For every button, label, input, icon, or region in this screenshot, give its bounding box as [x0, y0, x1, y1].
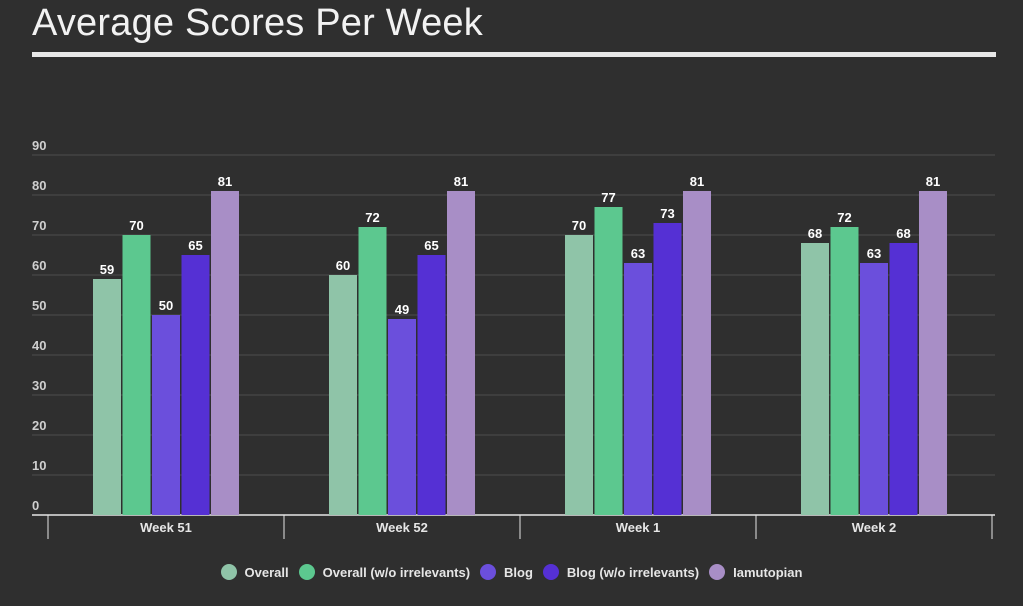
bar [388, 319, 416, 515]
legend-swatch [542, 564, 559, 580]
data-label: 81 [454, 174, 468, 189]
data-label: 63 [867, 246, 881, 261]
y-tick-label: 80 [32, 178, 46, 193]
data-label: 81 [690, 174, 704, 189]
legend-item: Iamutopian [709, 564, 802, 580]
legend-item: Blog [480, 564, 533, 580]
y-tick-label: 30 [32, 378, 46, 393]
bar [358, 227, 387, 515]
data-label: 50 [159, 298, 173, 313]
bar-chart: 0 10 20 30 40 50 60 70 80 90 59 70 50 65 81 Week 51 60 72… [32, 138, 995, 539]
x-tick-label: Week 51 [140, 520, 192, 535]
bar [624, 263, 652, 515]
bar [683, 191, 711, 515]
y-tick-label: 40 [32, 338, 46, 353]
legend-label: Blog (w/o irrelevants) [566, 564, 700, 580]
legend-label: Overall (w/o irrelevants) [322, 564, 471, 580]
data-label: 49 [395, 302, 409, 317]
legend-swatch [298, 564, 315, 580]
bar [919, 191, 947, 515]
x-tick-label: Week 2 [852, 520, 897, 535]
legend-label: Blog [504, 564, 533, 580]
data-label: 72 [365, 210, 379, 225]
data-label: 60 [336, 258, 350, 273]
y-tick-label: 10 [32, 458, 46, 473]
bar [211, 191, 239, 515]
data-label: 59 [100, 262, 114, 277]
bar [152, 315, 180, 515]
legend-swatch [709, 564, 726, 580]
data-label: 73 [660, 206, 674, 221]
bar [801, 243, 829, 515]
y-tick-label: 20 [32, 418, 46, 433]
y-tick-label: 90 [32, 138, 46, 153]
bar [93, 279, 121, 515]
data-label: 65 [188, 238, 202, 253]
bar [417, 255, 446, 515]
legend-item: Blog (w/o irrelevants) [542, 564, 700, 580]
title-divider [32, 52, 996, 57]
bar [329, 275, 357, 515]
chart-legend: Overall Overall (w/o irrelevants) Blog Blog… [0, 564, 1023, 580]
bar [122, 235, 151, 515]
y-tick-label: 70 [32, 218, 46, 233]
bar [860, 263, 888, 515]
data-label: 70 [129, 218, 143, 233]
bar [181, 255, 210, 515]
bar [653, 223, 682, 515]
legend-swatch [220, 564, 237, 580]
data-label: 72 [837, 210, 851, 225]
data-label: 65 [424, 238, 438, 253]
y-tick-label: 0 [32, 498, 39, 513]
x-tick-label: Week 1 [616, 520, 661, 535]
legend-item: Overall (w/o irrelevants) [298, 564, 471, 580]
y-tick-label: 50 [32, 298, 46, 313]
legend-swatch [480, 564, 497, 580]
data-label: 70 [572, 218, 586, 233]
bar [889, 243, 918, 515]
legend-label: Overall [244, 564, 289, 580]
bar [830, 227, 859, 515]
page-title: Average Scores Per Week [32, 2, 483, 44]
data-label: 81 [926, 174, 940, 189]
data-label: 77 [601, 190, 615, 205]
y-tick-label: 60 [32, 258, 46, 273]
data-label: 68 [808, 226, 822, 241]
legend-label: Iamutopian [733, 564, 803, 580]
bar [565, 235, 593, 515]
x-tick-label: Week 52 [376, 520, 428, 535]
legend-item: Overall [220, 564, 289, 580]
data-label: 63 [631, 246, 645, 261]
bar [447, 191, 475, 515]
data-label: 81 [218, 174, 232, 189]
bar [594, 207, 623, 515]
data-label: 68 [896, 226, 910, 241]
